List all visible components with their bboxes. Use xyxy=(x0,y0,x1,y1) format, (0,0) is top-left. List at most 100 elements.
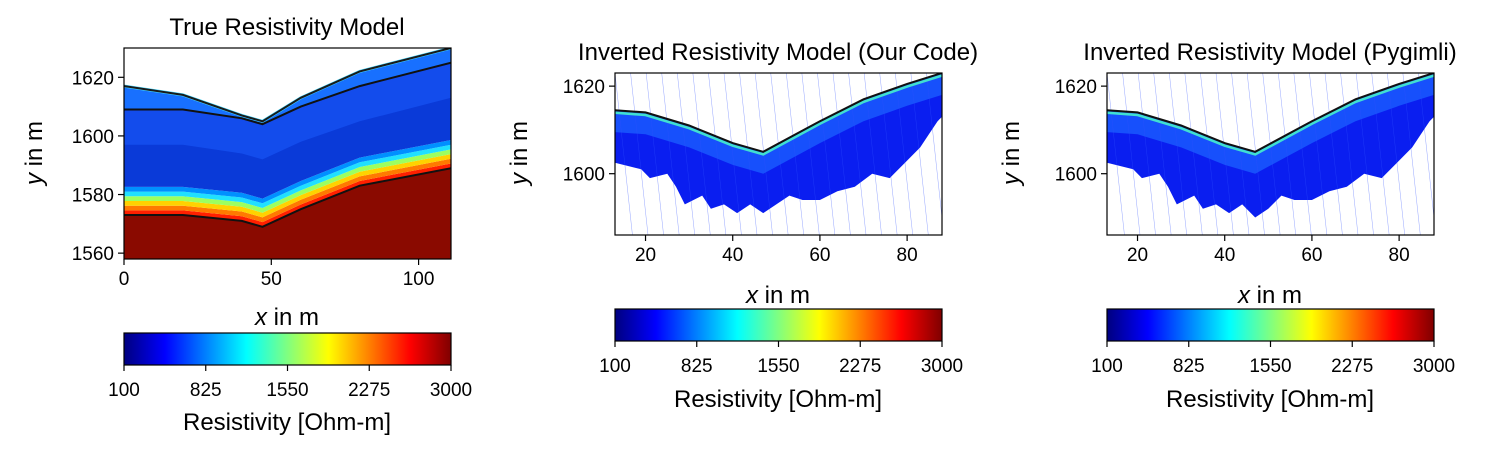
x-tick-label: 0 xyxy=(119,269,130,290)
mesh-line xyxy=(910,73,929,235)
chart-title: True Resistivity Model xyxy=(169,14,404,41)
boundary-line-1 xyxy=(124,61,451,126)
colorbar xyxy=(1106,308,1435,342)
boundary-line-2 xyxy=(124,167,451,228)
colorbar-tick-label: 1550 xyxy=(266,380,308,401)
mesh-line xyxy=(1293,73,1312,235)
mesh-line xyxy=(1278,73,1296,235)
mesh-line xyxy=(1200,73,1219,235)
mesh-line xyxy=(926,73,942,220)
layer-middle-upper xyxy=(124,62,451,160)
y-tick-label: 1620 xyxy=(72,68,114,89)
mesh-line xyxy=(1107,73,1125,235)
mesh-line xyxy=(1153,73,1172,235)
y-tick-label: 1600 xyxy=(1055,165,1097,186)
mesh-line xyxy=(1215,73,1234,235)
chart-title: Inverted Resistivity Model (Pygimli) xyxy=(1083,39,1456,66)
mesh-line xyxy=(1371,73,1390,235)
mesh-line xyxy=(832,73,851,235)
x-tick-label: 40 xyxy=(722,245,743,266)
colorbar-tick-label: 2275 xyxy=(348,380,390,401)
colorbar-tick-label: 3000 xyxy=(1413,356,1455,377)
mesh-line xyxy=(1309,73,1328,235)
x-axis-label: x in m xyxy=(254,304,319,331)
mesh-line xyxy=(1433,73,1434,76)
x-tick-label: 50 xyxy=(261,269,282,290)
x-tick-label: 80 xyxy=(1389,245,1410,266)
colorbar-tick-label: 100 xyxy=(1091,356,1123,377)
x-tick-label: 100 xyxy=(403,269,435,290)
colorbar-tick-label: 1550 xyxy=(1249,356,1291,377)
transition-band xyxy=(124,149,451,213)
mesh-line xyxy=(817,73,836,235)
mesh-line xyxy=(1418,73,1434,220)
mesh-line xyxy=(801,73,820,235)
mesh-line xyxy=(615,73,633,235)
mesh-line xyxy=(848,73,867,235)
mesh-line xyxy=(708,73,727,235)
plot-area xyxy=(124,48,451,259)
mesh-line xyxy=(1402,73,1421,235)
y-tick-label: 1600 xyxy=(563,165,605,186)
y-axis-label: y in m xyxy=(506,121,533,187)
mesh-line xyxy=(1169,73,1187,235)
colorbar xyxy=(614,308,943,342)
x-tick-label: 80 xyxy=(897,245,918,266)
mesh-line xyxy=(1184,73,1203,235)
layer-bedrock xyxy=(124,168,451,259)
surface-line xyxy=(615,73,942,153)
y-axis-label: y in m xyxy=(998,121,1025,187)
x-axis-label: x in m xyxy=(745,282,810,309)
mesh-line xyxy=(879,73,898,235)
mesh-line xyxy=(786,73,804,235)
mesh-line xyxy=(1340,73,1359,235)
mesh-line xyxy=(1324,73,1343,235)
transition-band xyxy=(124,158,451,223)
x-tick-label: 20 xyxy=(1127,245,1148,266)
x-axis-label: x in m xyxy=(1237,282,1302,309)
colorbar-label: Resistivity [Ohm-m] xyxy=(183,409,391,436)
y-tick-label: 1560 xyxy=(72,244,114,265)
surface-skin xyxy=(615,74,942,156)
panel-3: 20 40 60 80 1600 1620 Inverted Resistivity Mod… xyxy=(998,39,1457,413)
transition-band xyxy=(124,154,451,218)
colorbar-tick-label: 2275 xyxy=(839,356,881,377)
axes-frame xyxy=(123,47,452,260)
plot-area xyxy=(1107,73,1434,235)
colorbar-tick-label: 3000 xyxy=(430,380,472,401)
colorbar-tick-label: 100 xyxy=(599,356,631,377)
mesh-line xyxy=(1262,73,1281,235)
surface-line xyxy=(1107,73,1434,153)
colorbar-tick-label: 825 xyxy=(190,380,222,401)
mesh-line xyxy=(739,73,758,235)
mesh-line xyxy=(645,73,664,235)
axes-frame xyxy=(1106,72,1435,236)
x-tick-label: 40 xyxy=(1214,245,1235,266)
layer-top xyxy=(124,48,451,125)
colorbar-tick-label: 3000 xyxy=(921,356,963,377)
colorbar xyxy=(123,332,452,366)
transition-band xyxy=(124,163,451,227)
mesh-line xyxy=(661,73,680,235)
colorbar-tick-label: 2275 xyxy=(1331,356,1373,377)
colorbar-tick-label: 825 xyxy=(681,356,713,377)
x-tick-label: 60 xyxy=(809,245,830,266)
x-tick-label: 60 xyxy=(1301,245,1322,266)
colorbar-tick-label: 1550 xyxy=(757,356,799,377)
colorbar-tick-label: 825 xyxy=(1173,356,1205,377)
mesh-line xyxy=(1387,73,1405,235)
mesh-line xyxy=(723,73,742,235)
panel-1: 0 50 100 1560 1580 1600 1620 True Resistivity M… xyxy=(21,14,472,436)
mesh-line xyxy=(895,73,913,235)
mesh-line xyxy=(1231,73,1250,235)
axes-frame xyxy=(614,72,943,236)
mesh-line xyxy=(941,73,942,76)
mesh-line xyxy=(692,73,711,235)
shallow-band xyxy=(615,73,942,174)
mesh-line xyxy=(630,73,649,235)
plot-area xyxy=(615,73,942,235)
mesh-line xyxy=(770,73,789,235)
mesh-line xyxy=(677,73,695,235)
mesh-line xyxy=(1122,73,1141,235)
